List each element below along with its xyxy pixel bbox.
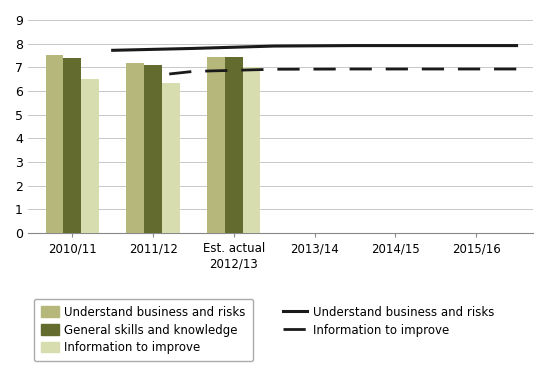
Bar [207, 57, 225, 233]
Bar [162, 83, 180, 233]
Legend: Understand business and risks, Information to improve: Understand business and risks, Informati… [276, 299, 501, 344]
Bar [225, 57, 243, 233]
Bar [243, 67, 260, 233]
Bar [81, 79, 99, 233]
Bar [144, 65, 162, 233]
Bar [127, 63, 144, 233]
Bar [46, 55, 63, 233]
Bar [63, 58, 81, 233]
